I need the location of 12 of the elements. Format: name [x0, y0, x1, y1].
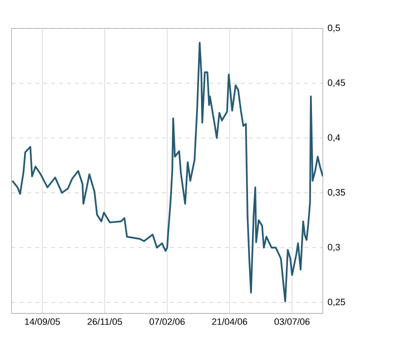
y-tick-label: 0,4: [328, 134, 340, 142]
y-tick-label: 0,35: [328, 189, 346, 197]
x-tick-label: 21/04/06: [212, 318, 248, 325]
x-tick-label: 03/07/06: [274, 318, 310, 325]
y-tick-label: 0,25: [328, 298, 346, 306]
y-tick-label: 0,5: [328, 24, 340, 32]
line-series: [12, 42, 323, 302]
y-tick-label: 0,45: [328, 79, 346, 88]
x-tick-label: 26/11/05: [88, 318, 122, 325]
x-tick-label: 07/02/06: [150, 318, 185, 325]
x-tick-label: 14/09/05: [25, 318, 60, 325]
y-tick-label: 0,3: [328, 244, 340, 252]
